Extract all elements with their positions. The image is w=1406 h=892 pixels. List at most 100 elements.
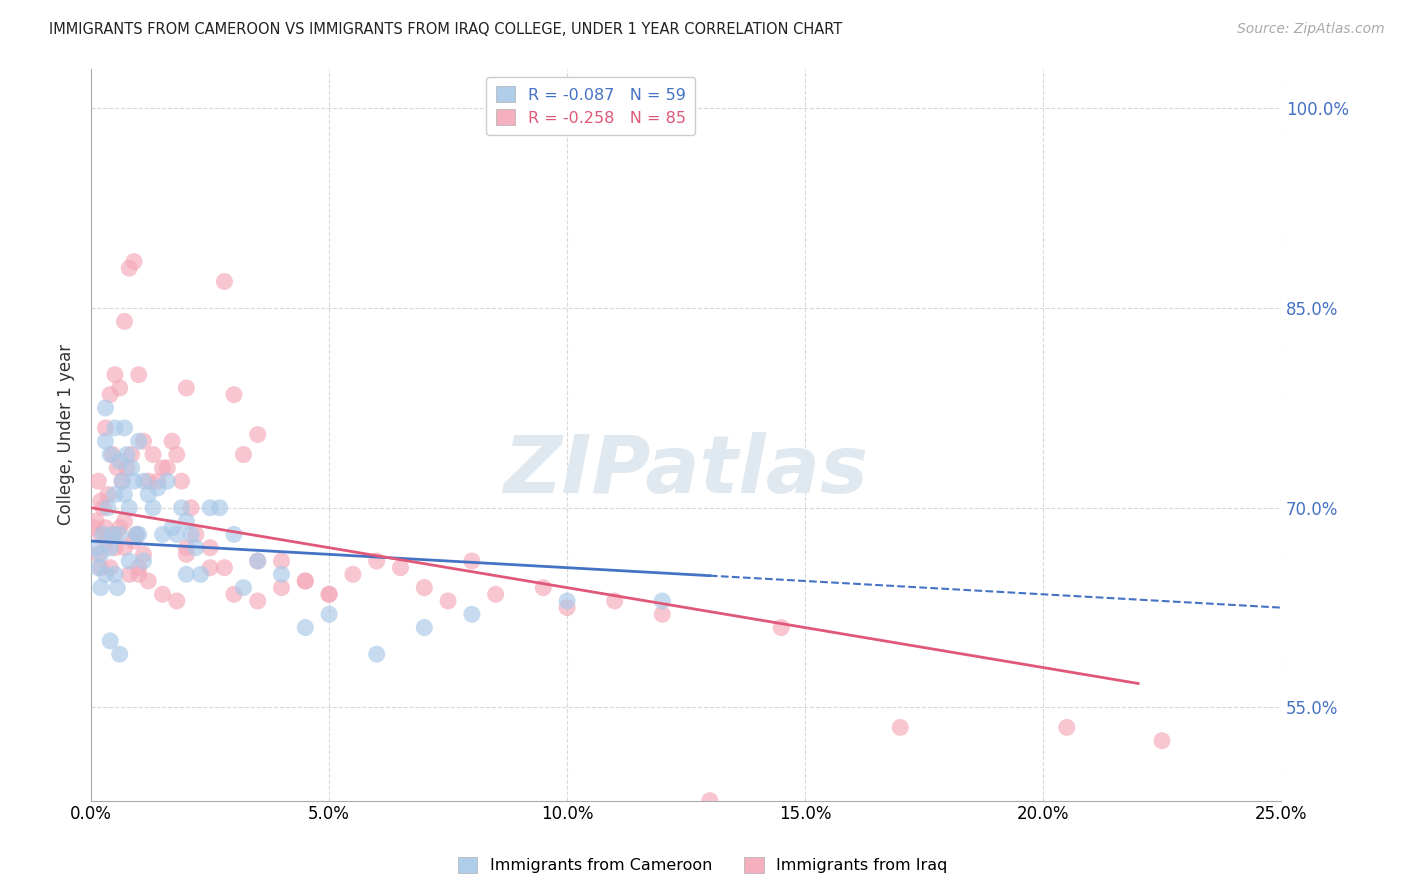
- Point: [176, 547, 198, 561]
- Point: [437, 594, 460, 608]
- Point: [318, 587, 340, 601]
- Point: [118, 567, 141, 582]
- Point: [1150, 733, 1173, 747]
- Point: [184, 527, 207, 541]
- Point: [166, 527, 188, 541]
- Point: [97, 487, 120, 501]
- Point: [128, 368, 150, 382]
- Point: [118, 554, 141, 568]
- Point: [270, 581, 292, 595]
- Point: [160, 521, 183, 535]
- Point: [342, 567, 364, 582]
- Point: [90, 527, 112, 541]
- Point: [121, 448, 143, 462]
- Point: [160, 434, 183, 449]
- Point: [90, 547, 112, 561]
- Point: [132, 474, 155, 488]
- Point: [214, 275, 236, 289]
- Point: [132, 554, 155, 568]
- Point: [170, 500, 193, 515]
- Point: [222, 527, 245, 541]
- Point: [125, 527, 148, 541]
- Point: [115, 460, 138, 475]
- Point: [270, 567, 292, 582]
- Point: [146, 474, 169, 488]
- Text: Source: ZipAtlas.com: Source: ZipAtlas.com: [1237, 22, 1385, 37]
- Point: [108, 454, 131, 468]
- Text: IMMIGRANTS FROM CAMEROON VS IMMIGRANTS FROM IRAQ COLLEGE, UNDER 1 YEAR CORRELATI: IMMIGRANTS FROM CAMEROON VS IMMIGRANTS F…: [49, 22, 842, 37]
- Point: [104, 541, 127, 555]
- Point: [98, 541, 121, 555]
- Point: [232, 448, 254, 462]
- Point: [104, 527, 127, 541]
- Point: [101, 527, 124, 541]
- Point: [461, 554, 484, 568]
- Point: [122, 534, 145, 549]
- Point: [118, 500, 141, 515]
- Point: [176, 514, 198, 528]
- Point: [125, 527, 148, 541]
- Point: [94, 401, 117, 415]
- Point: [90, 560, 112, 574]
- Point: [146, 481, 169, 495]
- Point: [87, 474, 110, 488]
- Point: [270, 554, 292, 568]
- Point: [128, 560, 150, 574]
- Point: [128, 527, 150, 541]
- Legend: R = -0.087   N = 59, R = -0.258   N = 85: R = -0.087 N = 59, R = -0.258 N = 85: [486, 77, 696, 136]
- Point: [122, 474, 145, 488]
- Point: [91, 500, 114, 515]
- Point: [94, 534, 117, 549]
- Point: [84, 514, 107, 528]
- Point: [87, 560, 110, 574]
- Point: [461, 607, 484, 622]
- Point: [246, 554, 269, 568]
- Point: [91, 527, 114, 541]
- Point: [142, 448, 165, 462]
- Point: [94, 567, 117, 582]
- Point: [180, 527, 202, 541]
- Point: [1056, 720, 1078, 734]
- Point: [246, 427, 269, 442]
- Point: [104, 567, 127, 582]
- Y-axis label: College, Under 1 year: College, Under 1 year: [58, 344, 75, 525]
- Point: [156, 460, 179, 475]
- Point: [770, 621, 793, 635]
- Point: [108, 647, 131, 661]
- Point: [87, 547, 110, 561]
- Point: [132, 547, 155, 561]
- Point: [603, 594, 626, 608]
- Point: [366, 554, 388, 568]
- Point: [413, 581, 436, 595]
- Point: [246, 554, 269, 568]
- Point: [122, 254, 145, 268]
- Point: [651, 594, 673, 608]
- Point: [90, 581, 112, 595]
- Point: [114, 314, 136, 328]
- Point: [152, 587, 174, 601]
- Point: [222, 587, 245, 601]
- Point: [94, 434, 117, 449]
- Point: [176, 567, 198, 582]
- Point: [294, 574, 316, 588]
- Point: [94, 421, 117, 435]
- Point: [176, 541, 198, 555]
- Point: [114, 487, 136, 501]
- Point: [98, 633, 121, 648]
- Point: [366, 647, 388, 661]
- Point: [555, 594, 578, 608]
- Point: [152, 527, 174, 541]
- Point: [111, 474, 134, 488]
- Point: [198, 541, 221, 555]
- Point: [114, 421, 136, 435]
- Point: [142, 500, 165, 515]
- Point: [136, 487, 159, 501]
- Point: [98, 448, 121, 462]
- Point: [90, 494, 112, 508]
- Point: [136, 474, 159, 488]
- Point: [118, 261, 141, 276]
- Point: [214, 560, 236, 574]
- Point: [136, 574, 159, 588]
- Point: [115, 448, 138, 462]
- Point: [413, 621, 436, 635]
